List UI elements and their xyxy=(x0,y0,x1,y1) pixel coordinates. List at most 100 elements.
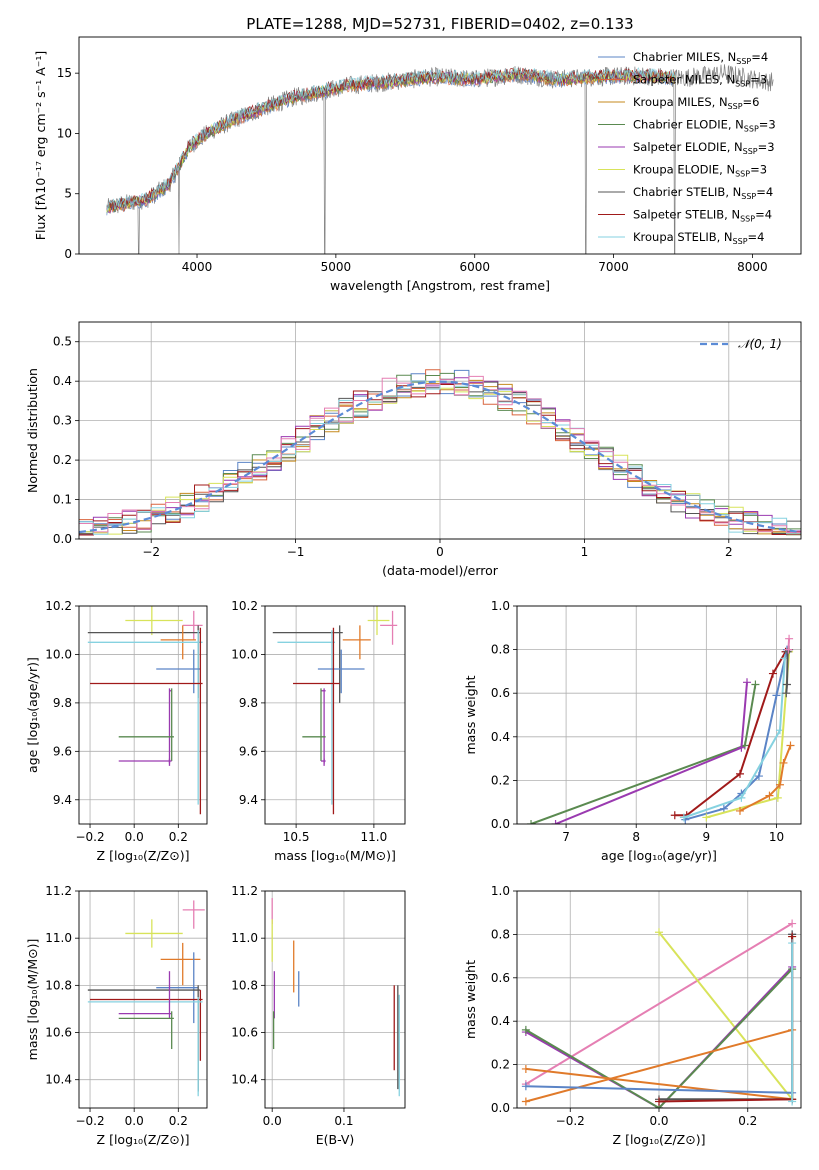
mass_vs_Z-ytick-label: 10.8 xyxy=(45,978,72,992)
mass_vs_Z-ytick-label: 10.6 xyxy=(45,1026,72,1040)
residuals-ytick-label: 0.3 xyxy=(53,414,72,428)
spectrum-xlabel: wavelength [Angstrom, rest frame] xyxy=(330,278,550,293)
mass_vs_EBV-ytick-label: 10.8 xyxy=(231,978,258,992)
mass_weight_vs_Z-ytick-label: 1.0 xyxy=(491,884,510,898)
residuals-xlabel: (data-model)/error xyxy=(382,563,499,578)
legend-entry-kroupa_stelib: Kroupa STELIB, NSSP=4 xyxy=(633,230,764,246)
spectrum-plot-area xyxy=(106,64,774,254)
legend-text: Salpeter MILES, N xyxy=(633,73,735,87)
mass_weight_vs_Z-xtick-label: −0.2 xyxy=(556,1114,585,1128)
legend-tail: =3 xyxy=(758,140,775,154)
residuals-xtick-label: −2 xyxy=(142,545,160,559)
spectrum-ytick-label: 10 xyxy=(57,126,72,140)
age_vs_mass-ytick-label: 9.4 xyxy=(239,793,258,807)
age_vs_Z-ytick-label: 10.2 xyxy=(45,599,72,613)
legend-tail: =3 xyxy=(750,163,767,177)
legend-text: Chabrier ELODIE, N xyxy=(633,118,744,132)
mass_weight_vs_age-xtick-label: 7 xyxy=(562,830,570,844)
legend-entry-chabrier_stelib: Chabrier STELIB, NSSP=4 xyxy=(633,185,773,201)
mass_weight_vs_age-marker-salpeter_elodie xyxy=(551,820,560,824)
age_vs_Z-ytick-label: 9.4 xyxy=(53,793,72,807)
mass_weight_vs_age-marker-orange xyxy=(786,741,795,750)
mass_vs_Z-ylabel: mass [log₁₀(M/M⊙)] xyxy=(25,939,40,1061)
mass_weight_vs_Z-marker-chabrier_miles xyxy=(521,1082,530,1091)
age_vs_Z-xtick-label: −0.2 xyxy=(75,830,104,844)
mass_weight_vs_age-marker-orange xyxy=(775,780,784,789)
residuals-ytick-label: 0.2 xyxy=(53,453,72,467)
mass_weight_vs_age-marker-orange xyxy=(735,806,744,815)
legend-sub: SSP xyxy=(735,80,750,89)
mass_weight_vs_Z-line-chabrier_elodie xyxy=(525,968,793,1108)
mass_weight_vs_age-xtick-label: 10 xyxy=(769,830,784,844)
age_vs_Z-panel: −0.2 0.0 0.2 9.4 9.6 9.8 10.0 10.2 Z [log₁₀(Z/Z⊙… xyxy=(25,599,208,863)
mass_vs_EBV-ytick-label: 10.6 xyxy=(231,1026,258,1040)
mass_weight_vs_age-ytick-label: 0.4 xyxy=(491,730,510,744)
spectrum-panel: 4000 5000 6000 7000 8000 0 5 10 15 wavelength [An… xyxy=(33,36,802,293)
mass_vs_Z-xtick-label: 0.2 xyxy=(169,1114,188,1128)
legend-tail: =4 xyxy=(756,185,773,199)
legend-entry-salpeter_miles: Salpeter MILES, NSSP=3 xyxy=(633,73,767,89)
mass_vs_Z-ytick-label: 11.0 xyxy=(45,931,72,945)
legend-tail: =4 xyxy=(751,50,768,64)
age_vs_mass-panel: 10.5 11.0 9.4 9.6 9.8 10.0 10.2 mass [log₁₀(M/M… xyxy=(231,599,406,863)
mass_vs_EBV-ytick-label: 11.2 xyxy=(231,884,258,898)
spectrum-ylabel: Flux [fλ10⁻¹⁷ erg cm⁻² s⁻¹ A⁻¹] xyxy=(33,51,48,240)
mass_vs_Z-panel: −0.2 0.0 0.2 10.4 10.6 10.8 11.0 11.2 Z [log₁₀(Z… xyxy=(25,884,208,1147)
mass_weight_vs_age-marker-pink xyxy=(785,634,794,643)
mass_weight_vs_age-line-chabrier_miles xyxy=(685,649,788,821)
age_vs_Z-xtick-label: 0.0 xyxy=(125,830,144,844)
mass_vs_EBV-xtick-label: 0.1 xyxy=(334,1114,353,1128)
mass_weight_vs_age-marker-orange xyxy=(765,791,774,800)
legend-sub: SSP xyxy=(741,192,756,201)
mass_weight_vs_age-ytick-label: 0.6 xyxy=(491,686,510,700)
mass_weight_vs_age-marker-pink xyxy=(784,645,793,654)
mass_weight_vs_Z-panel: −0.2 0.0 0.2 0.0 0.2 0.4 0.6 0.8 1.0 Z [log₁₀(Z/Z… xyxy=(463,884,802,1147)
legend-entry-salpeter_stelib: Salpeter STELIB, NSSP=4 xyxy=(633,208,772,224)
hist-step-salpeter_miles xyxy=(79,369,801,533)
residuals-ylabel: Normed distribution xyxy=(25,368,40,493)
age_vs_Z-plot-area xyxy=(87,606,203,815)
mass_vs_Z-xtick-label: −0.2 xyxy=(75,1114,104,1128)
mass_weight_vs_age-xlabel: age [log₁₀(age/yr)] xyxy=(601,848,717,863)
mass_weight_vs_age-line-salpeter_elodie xyxy=(555,682,748,824)
spectrum-xtick-label: 7000 xyxy=(598,260,629,274)
mass_weight_vs_age-marker-kroupa_elodie xyxy=(702,813,711,822)
normal-curve xyxy=(79,380,801,534)
legend-tail: =3 xyxy=(750,73,767,87)
legend-text: Salpeter ELODIE, N xyxy=(633,140,743,154)
legend-sub: SSP xyxy=(743,147,758,156)
mass_weight_vs_Z-ytick-label: 0.4 xyxy=(491,1014,510,1028)
mass_weight_vs_age-marker-chabrier_elodie xyxy=(751,680,760,689)
residuals-xtick-label: 2 xyxy=(725,545,733,559)
age_vs_Z-ytick-label: 10.0 xyxy=(45,647,72,661)
legend-sub: SSP xyxy=(733,237,748,246)
mass_weight_vs_age-xtick-label: 9 xyxy=(703,830,711,844)
mass_weight_vs_Z-marker-kroupa_elodie xyxy=(655,928,663,937)
mass_vs_EBV-frame xyxy=(264,890,406,1109)
mass_weight_vs_Z-ytick-label: 0.8 xyxy=(491,927,510,941)
mass_weight_vs_age-marker-chabrier_stelib xyxy=(782,680,791,689)
legend-entry-salpeter_elodie: Salpeter ELODIE, NSSP=3 xyxy=(633,140,775,156)
spectrum-model-kroupa_stelib xyxy=(106,67,676,211)
mass_weight_vs_age-marker-chabrier_stelib xyxy=(782,689,791,698)
age_vs_Z-ytick-label: 9.8 xyxy=(53,696,72,710)
mass_weight_vs_age-panel: 7 8 9 10 0.0 0.2 0.4 0.6 0.8 1.0 age [log₁₀(age/yr… xyxy=(463,599,802,863)
legend-tail: =3 xyxy=(759,118,776,132)
mass_weight_vs_Z-ytick-label: 0.2 xyxy=(491,1058,510,1072)
mass_weight_vs_age-plot-area xyxy=(527,634,795,824)
mass_weight_vs_age-ylabel: mass weight xyxy=(463,675,478,754)
age_vs_mass-ytick-label: 9.6 xyxy=(239,744,258,758)
legend-sub: SSP xyxy=(740,215,755,224)
mass_weight_vs_age-marker-orange xyxy=(779,758,788,767)
spectrum-xtick-label: 8000 xyxy=(737,260,768,274)
figure-title: PLATE=1288, MJD=52731, FIBERID=0402, z=0… xyxy=(246,15,633,33)
mass_weight_vs_Z-marker-kroupa_stelib xyxy=(788,939,797,948)
age_vs_Z-xtick-label: 0.2 xyxy=(169,830,188,844)
mass_weight_vs_Z-xlabel: Z [log₁₀(Z/Z⊙)] xyxy=(613,1132,706,1147)
mass_weight_vs_age-ytick-label: 0.2 xyxy=(491,773,510,787)
mass_weight_vs_age-ytick-label: 1.0 xyxy=(491,599,510,613)
hist-step-kroupa_stelib xyxy=(79,380,801,535)
mass_weight_vs_age-marker-salpeter_stelib xyxy=(670,811,679,820)
mass_weight_vs_Z-plot-area xyxy=(521,919,797,1108)
